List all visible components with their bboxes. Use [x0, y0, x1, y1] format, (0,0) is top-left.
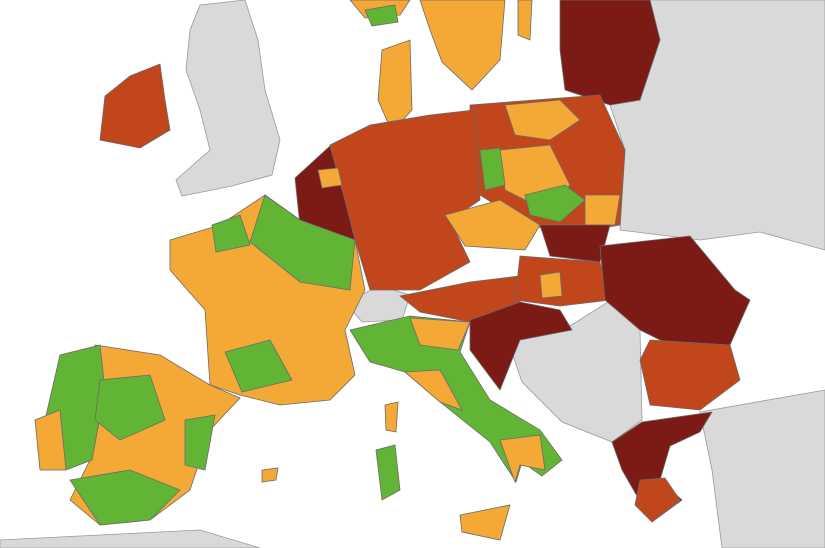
slovakia: [539, 224, 611, 263]
finland-isle: [517, 0, 533, 41]
france-northeast: [249, 194, 356, 291]
hungary: [514, 255, 611, 307]
italy-north: [409, 317, 471, 351]
poland-north: [504, 99, 581, 141]
corsica: [384, 401, 399, 433]
greece-south: [634, 477, 681, 523]
great-britain: [175, 0, 281, 197]
balearic: [261, 467, 279, 483]
sicily: [459, 504, 511, 541]
croatia-slovenia: [469, 301, 573, 391]
hungary-region: [539, 271, 563, 299]
czechia: [444, 199, 541, 251]
italy-center: [403, 369, 463, 411]
italy-south: [499, 434, 546, 484]
sardinia: [375, 444, 401, 501]
bulgaria: [639, 339, 741, 411]
north-africa: [0, 529, 261, 548]
ireland: [99, 63, 171, 149]
benelux: [294, 145, 356, 241]
spain-east: [184, 414, 216, 471]
france-brittany: [211, 214, 251, 253]
netherlands-region: [317, 167, 343, 189]
turkey: [699, 389, 825, 548]
poland-green-2: [524, 184, 586, 223]
poland-east: [584, 194, 621, 226]
spain-south: [69, 469, 181, 526]
baltics: [559, 0, 661, 106]
portugal-south: [34, 409, 67, 471]
poland-green-1: [479, 147, 506, 191]
norway-region: [364, 4, 399, 27]
france-south: [224, 339, 293, 393]
spain-center-west: [94, 374, 166, 441]
western-balkans: [504, 301, 643, 443]
sweden: [419, 0, 506, 91]
